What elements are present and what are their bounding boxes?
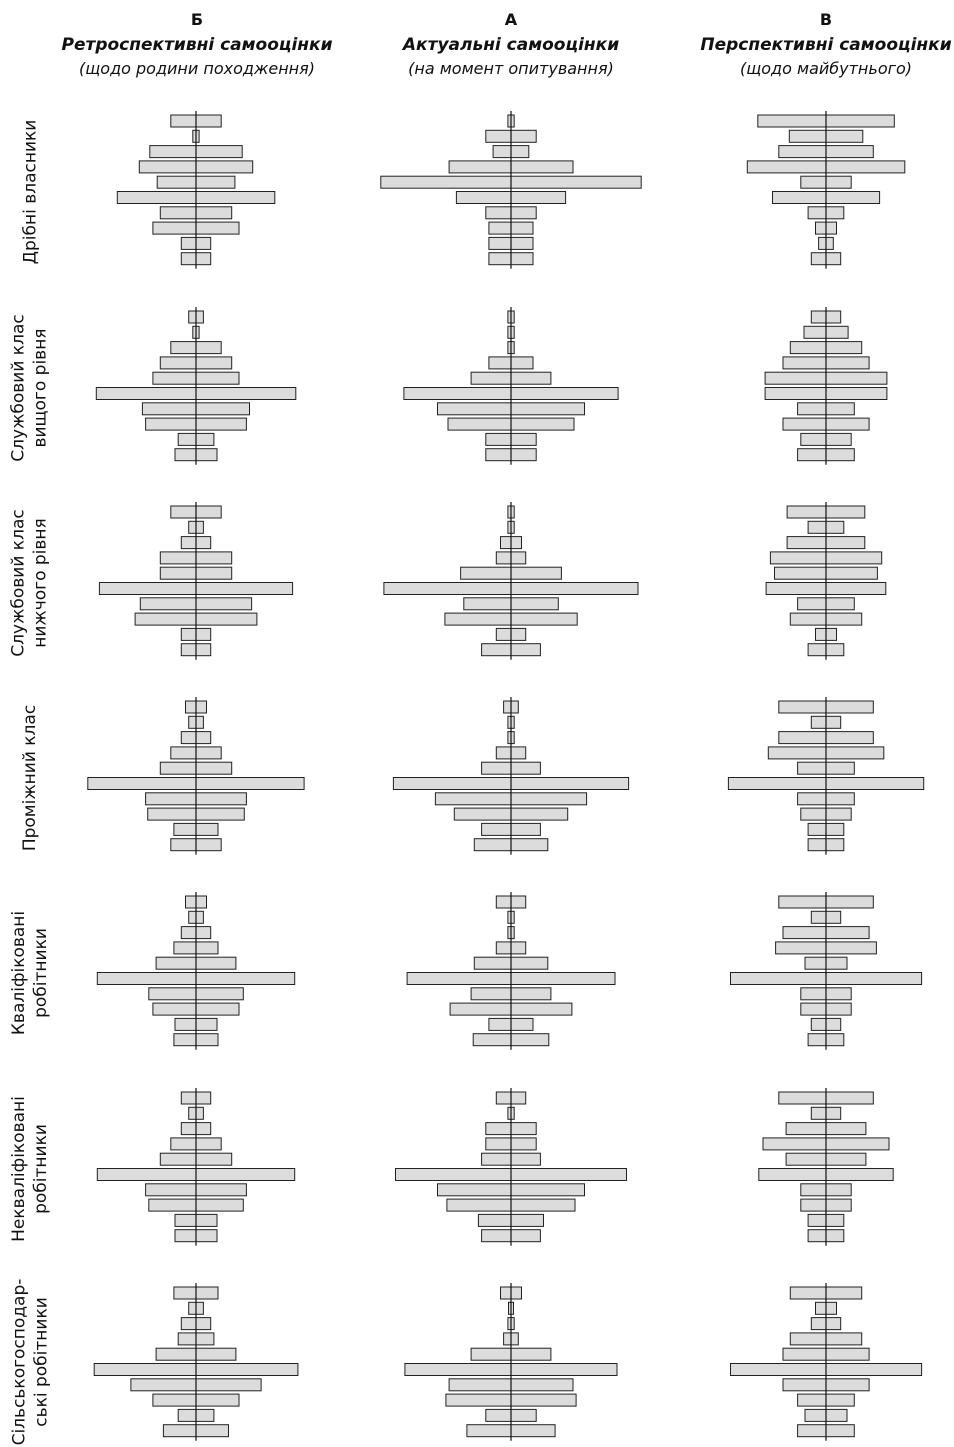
column-letter: Б	[190, 10, 204, 29]
pyramid-panel	[403, 307, 619, 465]
column-header-a: А Актуальні самооцінки (на момент опитув…	[361, 8, 661, 80]
pyramid-panel	[746, 111, 906, 269]
pyramid-panel	[95, 307, 297, 465]
pyramid-panel	[406, 892, 616, 1050]
pyramid-panel	[727, 697, 925, 855]
pyramid-panel	[730, 892, 923, 1050]
column-subtitle: (щодо майбутнього)	[739, 59, 913, 78]
pyramid-panel	[765, 502, 887, 660]
pyramid-panel	[96, 892, 296, 1050]
pyramid-panel	[730, 1283, 923, 1441]
pyramid-panel	[98, 502, 294, 660]
pyramid-panel	[93, 1283, 299, 1441]
pyramid-panel	[758, 1088, 894, 1246]
column-letter: В	[819, 10, 833, 29]
column-subtitle: (щодо родини походження)	[78, 59, 315, 78]
pyramid-panel	[764, 307, 888, 465]
column-title: Ретроспективні самооцінки	[61, 35, 333, 55]
pyramid-panel	[96, 1088, 296, 1246]
pyramid-panel	[404, 1283, 618, 1441]
column-subtitle: (на момент опитування)	[408, 59, 614, 78]
pyramid-panel	[87, 697, 305, 855]
pyramid-panel	[383, 502, 639, 660]
column-header-b: Б Ретроспективні самооцінки (щодо родини…	[47, 8, 347, 80]
column-title: Перспективні самооцінки	[700, 35, 952, 55]
pyramid-panel	[116, 111, 276, 269]
pyramid-panel	[395, 1088, 627, 1246]
column-title: Актуальні самооцінки	[402, 35, 620, 55]
pyramid-panel	[380, 111, 642, 269]
column-letter: А	[504, 10, 518, 29]
column-header-v: В Перспективні самооцінки (щодо майбутнь…	[676, 8, 954, 80]
pyramid-panel	[392, 697, 630, 855]
